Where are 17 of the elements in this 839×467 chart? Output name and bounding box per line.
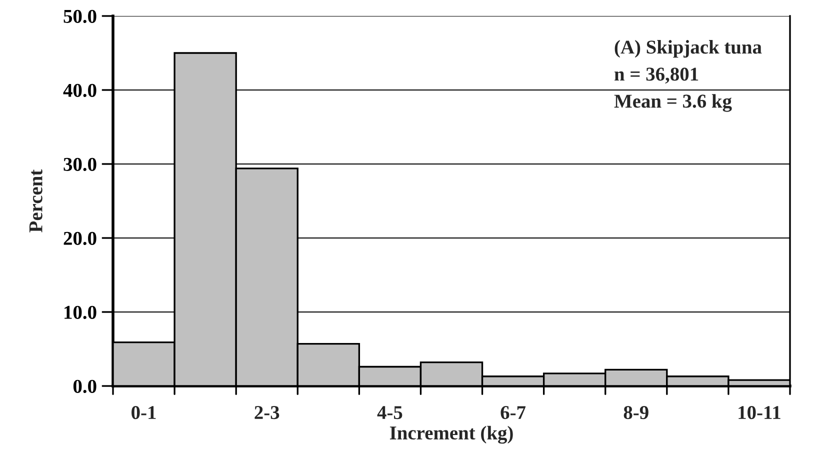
x-axis-title: Increment (kg): [390, 426, 513, 444]
x-tick-label: 6-7: [500, 406, 526, 420]
x-tick-label: 0-1: [132, 406, 156, 420]
x-tick-label: 2-3: [254, 406, 280, 420]
y-tick-label: 50.0: [64, 10, 96, 24]
x-tick-label: 10-11: [738, 406, 780, 420]
y-tick-label: 0.0: [73, 380, 96, 394]
y-tick-label: 20.0: [64, 232, 96, 246]
y-tick-label: 30.0: [64, 158, 96, 172]
y-tick-label: 10.0: [64, 306, 96, 320]
annotation: n = 36,801: [614, 68, 698, 84]
annotation: Mean = 3.6 kg: [614, 94, 732, 112]
x-tick-label: 4-5: [377, 406, 402, 420]
y-axis-title: Percent: [29, 169, 42, 232]
x-tick-label: 8-9: [624, 406, 648, 420]
y-tick-label: 40.0: [63, 84, 96, 98]
annotation: (A) Skipjack tuna: [614, 40, 762, 58]
